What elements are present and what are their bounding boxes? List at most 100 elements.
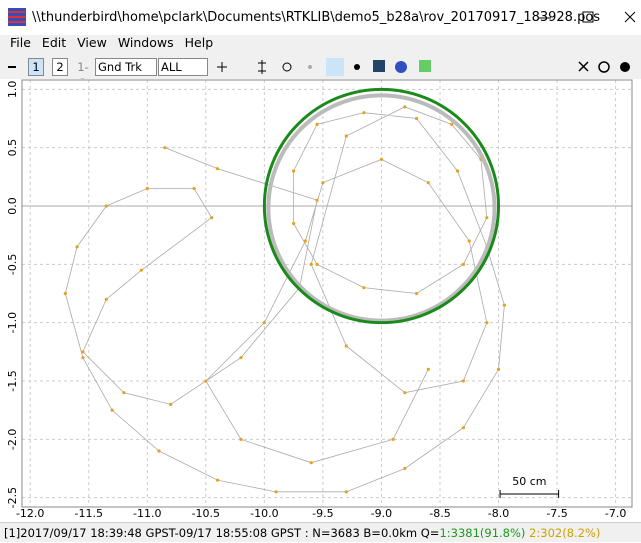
track-point [292, 169, 296, 173]
track-point [292, 221, 296, 226]
status-q1: 1:3381(91.8%) [439, 526, 526, 540]
y-tick-label: 1.0 [6, 81, 19, 98]
track-point [467, 239, 471, 243]
track-point [204, 379, 208, 383]
track-point [496, 367, 501, 371]
status-q2: 2:302(8.2%) [525, 526, 601, 540]
y-tick-label: -2.0 [6, 429, 19, 450]
track-point [239, 356, 243, 360]
status-text: [1]2017/09/17 18:39:48 GPST-09/17 18:55:… [4, 526, 440, 540]
track-point [104, 297, 108, 301]
track-point [391, 437, 395, 441]
track-point [362, 286, 366, 290]
x-tick-label: -11.0 [133, 507, 161, 520]
gray-ring [266, 93, 497, 323]
track-point [461, 379, 466, 383]
window-controls[interactable] [521, 0, 641, 35]
track-point [461, 262, 466, 266]
track-point [75, 245, 79, 249]
track-point [110, 408, 114, 412]
track-point [426, 367, 430, 371]
track-point [163, 146, 167, 150]
track-point [63, 291, 67, 296]
x-tick-label: -9.0 [371, 507, 392, 520]
y-tick-label: -1.5 [6, 370, 19, 391]
scale-bar [499, 490, 560, 498]
y-tick-label: -1.0 [6, 312, 19, 333]
track-point [344, 134, 348, 138]
x-tick-label: -7.5 [546, 507, 567, 520]
track-point [145, 186, 149, 191]
menu-item[interactable]: View [77, 35, 107, 50]
track-point [262, 321, 266, 325]
track-point [455, 169, 460, 173]
track-line [64, 106, 505, 493]
track-point [81, 356, 85, 360]
button[interactable]: 1 [28, 58, 44, 76]
track-point [502, 303, 506, 307]
track-point [344, 490, 348, 494]
track-point [309, 461, 313, 465]
track-point [139, 268, 144, 272]
track-point [485, 216, 489, 220]
scale-label: 50 cm [512, 475, 546, 488]
x-tick-label: -9.5 [312, 507, 333, 520]
circle [262, 87, 501, 325]
track-point [303, 239, 307, 243]
button[interactable]: 2 [52, 58, 68, 76]
track-point [81, 350, 85, 354]
x-tick-label: -11.5 [75, 507, 103, 520]
track-point [169, 402, 173, 406]
track-point [344, 344, 348, 348]
track-point [414, 291, 419, 296]
track-point [461, 426, 466, 430]
track-point [403, 391, 407, 395]
status-bar: [1]2017/09/17 18:39:48 GPST-09/17 18:55:… [0, 522, 641, 543]
track-point [485, 321, 489, 325]
track-point [274, 490, 278, 494]
x-tick-label: -12.0 [16, 507, 44, 520]
y-tick-label: 0.5 [6, 139, 19, 157]
track-point [210, 216, 214, 220]
x-tick-label: -7.0 [605, 507, 626, 520]
y-tick-label: -0.5 [6, 254, 19, 275]
plot-type-select[interactable]: Gnd Trk [95, 58, 157, 76]
track-point [157, 449, 161, 453]
x-tick-label: -10.5 [192, 507, 220, 520]
track-point [315, 198, 319, 202]
track-point [403, 105, 407, 109]
menu-item[interactable]: Edit [41, 35, 67, 50]
title-bar: \\thunderbird\home\pclark\Documents\RTKL… [0, 0, 641, 35]
track-point [321, 181, 325, 185]
track-point [192, 186, 196, 191]
track-point [426, 181, 430, 185]
track-point [315, 262, 319, 266]
track-point [104, 204, 108, 208]
plot-frame [21, 79, 633, 508]
y-tick-label: -2.5 [6, 487, 19, 508]
x-tick-label: -8.0 [488, 507, 509, 520]
x-tick-label: -8.5 [429, 507, 450, 520]
satellite-select[interactable]: ALL [158, 58, 208, 76]
track-point [362, 111, 366, 115]
track-point [450, 122, 454, 126]
track-point [215, 167, 220, 171]
menu-item[interactable]: Windows [117, 35, 174, 50]
window-title: \\thunderbird\home\pclark\Documents\RTKL… [32, 10, 601, 25]
track-point [122, 391, 126, 395]
menu-item[interactable]: File [10, 35, 31, 50]
x-tick-label: -10.0 [250, 507, 278, 520]
menu-bar: File Edit View Windows Help [0, 35, 214, 53]
menu-item[interactable]: Help [184, 35, 214, 50]
track-point [379, 157, 384, 161]
track-point [403, 466, 407, 471]
toolbar-icons[interactable] [0, 55, 641, 79]
track-point [215, 478, 220, 482]
y-tick-label: 0.0 [6, 197, 19, 215]
track-point [315, 122, 319, 126]
track-point [309, 262, 313, 266]
plot: 1.0 0.5 0.0 -0.5 -1.0 -1.5 -2.0 -2.5-12.0 -11.5 -… [0, 79, 641, 522]
track-point [414, 116, 419, 121]
toolbar: 1 2 1-2 Gnd Trk ALL [0, 55, 641, 90]
